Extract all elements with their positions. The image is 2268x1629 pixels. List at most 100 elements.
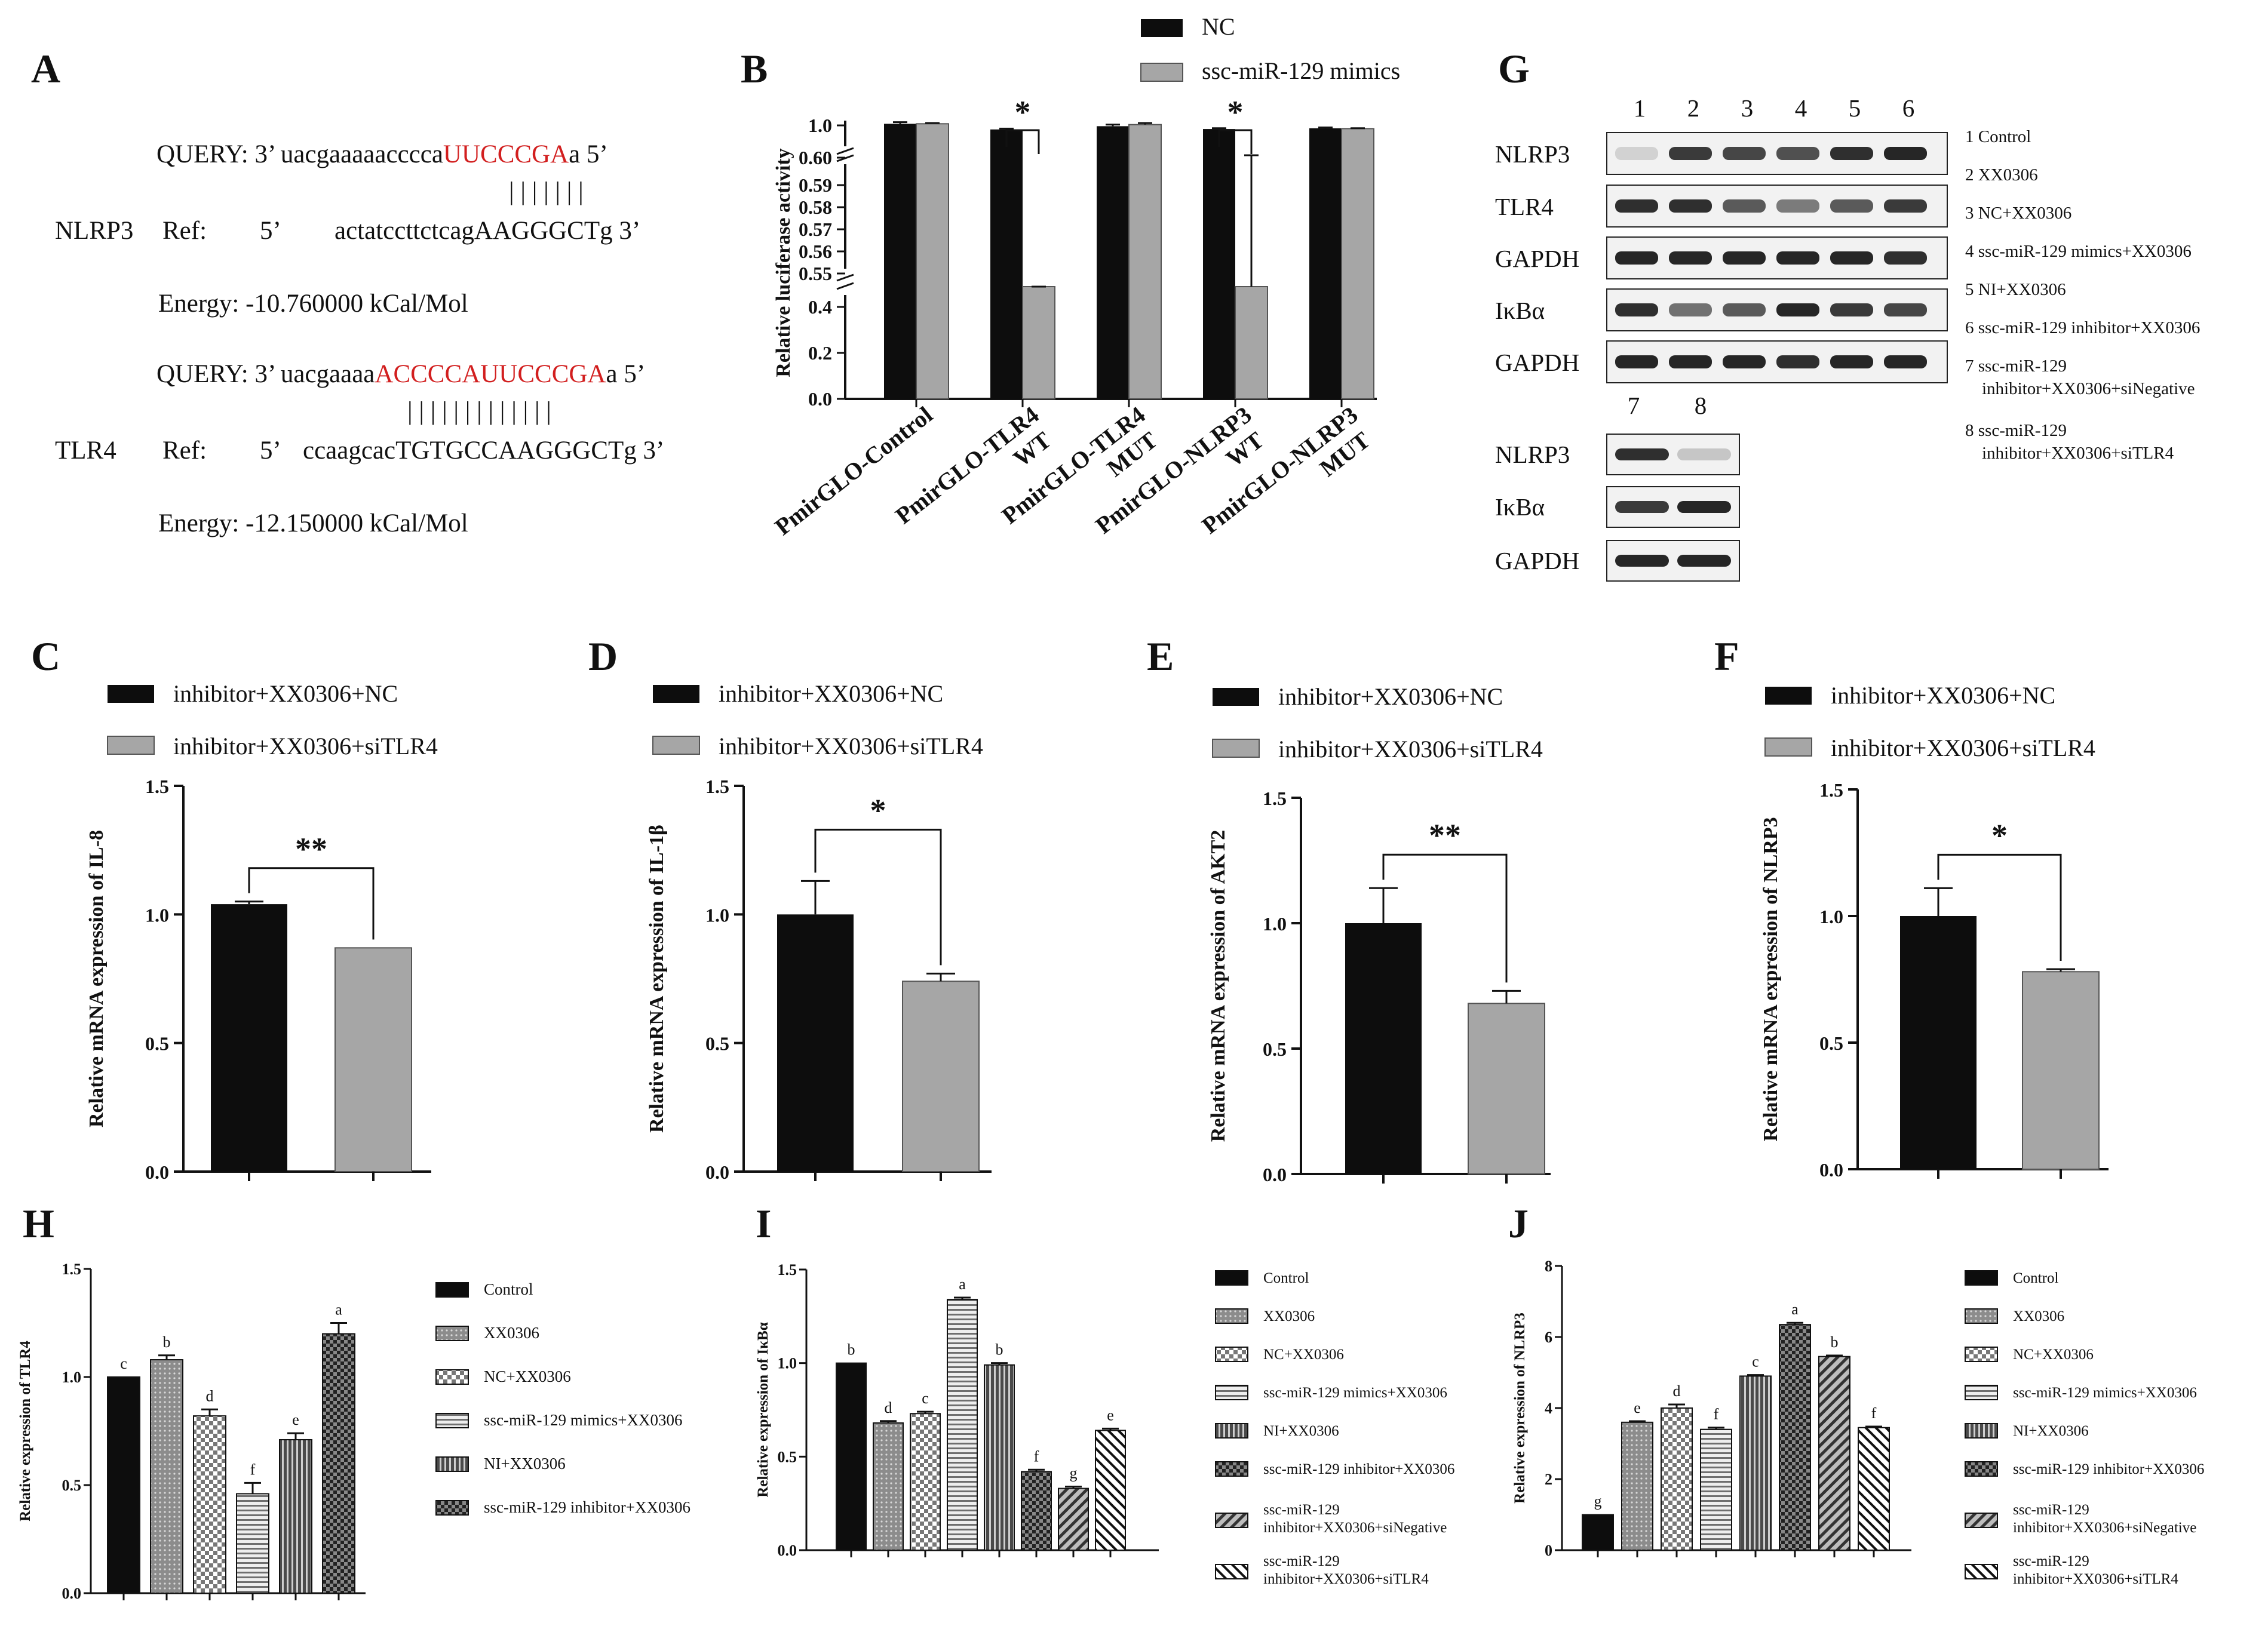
legend-swatch-6	[1965, 1461, 1998, 1477]
tlr4-query-tail: a 5’	[606, 360, 645, 388]
bar-3	[1661, 1407, 1693, 1551]
y-tick-label: 2	[1545, 1471, 1552, 1488]
y-tick-label: 1.0	[778, 1355, 797, 1372]
y-tick-label: 0.56	[799, 241, 832, 262]
axis-break-1a	[836, 147, 854, 155]
significance-bracket	[1005, 129, 1040, 154]
bar-4	[236, 1493, 269, 1594]
nlrp3-ref-seq: actatccttctcagAAGGGCTg 3’	[334, 217, 640, 245]
chart-i: 0.0 0.5 1.0 1.5 Relative expression of IκBα b…	[755, 1261, 1454, 1587]
blot-legend-text: XX0306	[1978, 165, 2038, 185]
axis-break-2a	[836, 273, 854, 282]
bar-sitlr4	[902, 981, 980, 1172]
nlrp3-ref-prefix: 5’	[260, 217, 281, 245]
y-tick-label: 0.5	[1819, 1032, 1843, 1054]
legend-label-8: ssc-miR-129 inhibitor+XX0306+siTLR4	[1263, 1553, 1429, 1587]
bar-nc	[777, 914, 854, 1172]
blot-band	[1830, 251, 1873, 265]
group-letter: f	[1871, 1404, 1877, 1422]
legend-label-4: ssc-miR-129 mimics+XX0306	[484, 1411, 682, 1429]
y-axis-label: Relative mRNA expression of IL-1β	[646, 825, 668, 1133]
lane-number: 2	[1687, 94, 1700, 122]
bar-8	[1858, 1427, 1890, 1551]
legend-label-1: Control	[1263, 1270, 1309, 1286]
legend-swatch-2	[1215, 1308, 1248, 1324]
legend-swatch-5	[1215, 1423, 1248, 1439]
blot-band	[1677, 448, 1731, 460]
blot-legend-item: 7 ssc-miR-129	[1965, 356, 2067, 376]
legend-swatch-4	[1215, 1385, 1248, 1400]
legend-swatch-8	[1965, 1564, 1998, 1579]
significance-label: *	[1015, 94, 1031, 130]
y-tick-label: 0.0	[145, 1161, 169, 1183]
tlr4-query-seed: ACCCCAUUCCCGA	[375, 360, 606, 388]
blot-row-label: GAPDH	[1495, 349, 1579, 376]
chart-e: inhibitor+XX0306+NC inhibitor+XX0306+siTL…	[1207, 683, 1551, 1185]
group-letter: a	[959, 1275, 966, 1293]
y-tick-label: 1.0	[1263, 913, 1287, 935]
group-letter: a	[335, 1301, 342, 1318]
significance-label: **	[1429, 817, 1461, 853]
blot-band	[1669, 303, 1712, 316]
tlr4-gene-label: TLR4	[55, 437, 116, 465]
blot-legend-text: ssc-miR-129	[1978, 356, 2067, 376]
blot-band	[1615, 555, 1669, 567]
legend-swatch-nc	[1765, 687, 1812, 705]
y-tick-label: 0.0	[808, 388, 832, 410]
y-tick-label: 0.55	[799, 263, 832, 284]
bar-2	[150, 1359, 183, 1594]
bar-2	[873, 1422, 904, 1551]
legend-swatch-sitlr4	[652, 736, 700, 755]
nlrp3-query-line: QUERY: 3’ uacgaaaaaccccaUUCCCGAa 5’	[156, 140, 608, 168]
tlr4-query-prefix: QUERY: 3’	[156, 360, 281, 388]
panel-letter-c: C	[31, 634, 60, 679]
blot-legend-text: ssc-miR-129 mimics+XX0306	[1978, 242, 2192, 261]
blot-band	[1669, 355, 1712, 368]
legend-line: ssc-miR-129	[2013, 1502, 2089, 1518]
legend-label-4: ssc-miR-129 mimics+XX0306	[1263, 1385, 1447, 1401]
legend-swatch-nc	[1213, 688, 1259, 706]
blot-row-label: GAPDH	[1495, 547, 1579, 574]
legend-swatch-nc	[653, 685, 699, 703]
panel-g-western-blot: 1 2 3 4 5 6 NLRP3 TLR4 GAPDH IκBα GAPDH 7 8 NLRP3 IκBα…	[1495, 94, 2200, 582]
blot-band	[1615, 355, 1658, 368]
bar-nc	[1900, 916, 1977, 1169]
panel-letter-b: B	[741, 46, 768, 91]
blot-legend-item: 6 ssc-miR-129 inhibitor+XX0306	[1965, 318, 2200, 337]
nlrp3-query-seq: uacgaaaaacccca	[281, 140, 443, 168]
blot-band	[1723, 303, 1766, 316]
blot-band	[1884, 355, 1927, 368]
y-tick-label: 1.0	[1819, 906, 1843, 927]
legend-label-2: XX0306	[2013, 1308, 2064, 1324]
y-tick-label: 0.5	[705, 1033, 729, 1055]
legend-label-sitlr4: inhibitor+XX0306+siTLR4	[1831, 734, 2095, 761]
legend-label-7: ssc-miR-129 inhibitor+XX0306+siNegative	[1263, 1502, 1447, 1536]
group-letter: e	[292, 1411, 299, 1428]
legend-swatch-3	[1965, 1347, 1998, 1362]
group-letter: f	[1714, 1406, 1719, 1423]
bar-nc	[1345, 923, 1422, 1174]
legend-swatch-sitlr4	[1764, 737, 1812, 757]
legend-swatch-3	[1215, 1347, 1248, 1362]
group-letter: c	[922, 1390, 929, 1407]
blot-band	[1723, 355, 1766, 368]
blot-legend-item: 3 NC+XX0306	[1965, 204, 2071, 223]
panel-letter-i: I	[756, 1201, 771, 1246]
y-tick-label: 0.0	[62, 1585, 82, 1602]
blot-legend-item: 5 NI+XX0306	[1965, 280, 2066, 299]
chart-h: 0.0 0.5 1.0 1.5 Relative expression of TLR4 c…	[17, 1261, 690, 1602]
group-letter: b	[848, 1341, 855, 1358]
lane-number: 6	[1902, 94, 1915, 122]
blot-band	[1884, 303, 1927, 316]
blot-legend-item: 2 XX0306	[1965, 165, 2038, 185]
blot-legend-number: 2	[1965, 165, 1978, 185]
bar-1	[107, 1376, 140, 1594]
legend-label-2: XX0306	[484, 1324, 539, 1342]
y-tick-label: 1.0	[62, 1369, 82, 1386]
nlrp3-query-seed: UUCCCGA	[443, 140, 569, 168]
axis-break-2b	[836, 282, 854, 290]
significance-bracket	[1218, 129, 1253, 154]
y-tick-label: 0.2	[808, 342, 832, 364]
legend-label-sitlr4: inhibitor+XX0306+siTLR4	[719, 733, 983, 760]
bar-mimics	[1022, 286, 1055, 399]
